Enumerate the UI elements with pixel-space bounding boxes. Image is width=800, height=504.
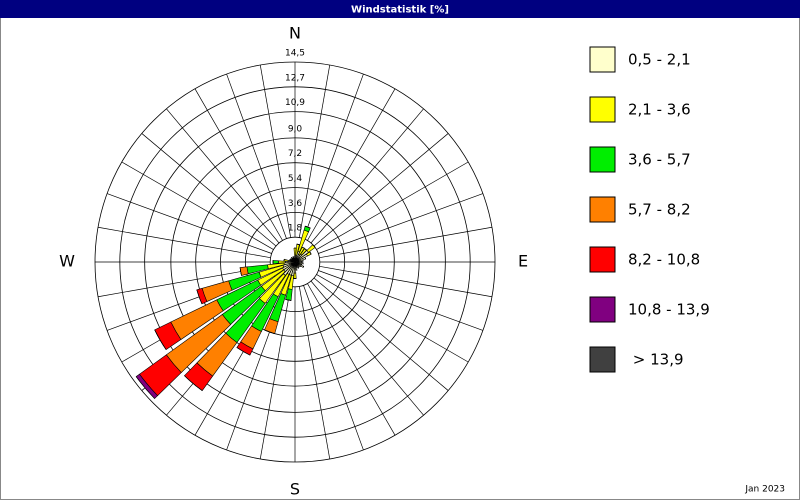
- legend-swatch: [590, 47, 615, 72]
- ring-label: 9,0: [288, 124, 303, 134]
- legend-swatch: [590, 197, 615, 222]
- direction-label: N: [289, 24, 301, 43]
- legend-label: 0,5 - 2,1: [628, 51, 691, 69]
- legend-swatch: [590, 297, 615, 322]
- legend-swatch: [590, 247, 615, 272]
- legend-label: 3,6 - 5,7: [628, 151, 691, 169]
- legend-label: > 13,9: [628, 351, 684, 369]
- date-label: Jan 2023: [744, 485, 785, 495]
- ring-label: 12,7: [285, 73, 305, 83]
- chart-title: Windstatistik [%]: [351, 5, 449, 16]
- direction-label: S: [290, 480, 300, 499]
- legend-swatch: [590, 97, 615, 122]
- wind-segment: [291, 258, 292, 259]
- ring-label: 5,4: [288, 174, 303, 184]
- ring-label: 10,9: [285, 98, 305, 108]
- wind-segment: [294, 273, 296, 279]
- direction-label: W: [59, 252, 75, 271]
- legend-label: 8,2 - 10,8: [628, 251, 700, 269]
- ring-label: 14,5: [285, 49, 305, 59]
- legend-label: 2,1 - 3,6: [628, 101, 691, 119]
- ring-label: 1,8: [288, 224, 303, 234]
- ring-label: 3,6: [288, 199, 303, 209]
- legend-swatch: [590, 347, 615, 372]
- ring-label: 7,2: [288, 149, 302, 159]
- legend-label: 5,7 - 8,2: [628, 201, 691, 219]
- legend-swatch: [590, 147, 615, 172]
- direction-label: E: [518, 252, 528, 271]
- wind-segment: [273, 260, 279, 263]
- legend-label: 10,8 - 13,9: [628, 301, 710, 319]
